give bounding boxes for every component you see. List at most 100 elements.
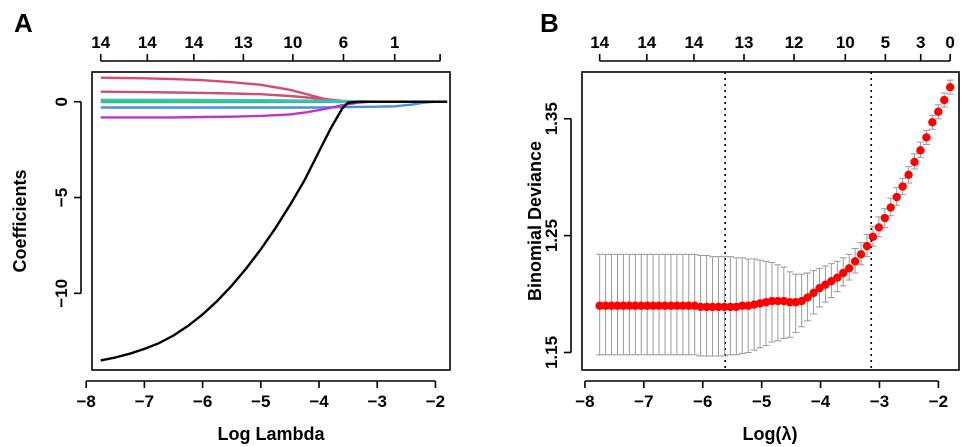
- panel-a-y-title: Coefficients: [10, 169, 30, 272]
- deviance-point: [684, 301, 693, 310]
- deviance-point: [654, 301, 664, 310]
- panel-b-x-axis: −8 −7 −6 −5 −4 −3 −2: [575, 380, 948, 411]
- deviance-point: [833, 273, 842, 282]
- b-y-tick-label: 1.15: [542, 336, 561, 369]
- deviance-point: [916, 146, 925, 155]
- deviance-point: [862, 241, 872, 251]
- deviance-point: [648, 301, 658, 310]
- b-y-tick-label: 1.25: [542, 219, 561, 252]
- deviance-point: [773, 296, 783, 306]
- panel-a-x-axis: −8 −7 −6 −5 −4 −3 −2: [76, 380, 445, 411]
- deviance-point: [678, 301, 688, 310]
- b-x-tick-label: −3: [870, 392, 889, 411]
- a-x-tick-label: −5: [251, 392, 270, 411]
- coefficient-path: [100, 100, 448, 362]
- deviance-point: [702, 302, 711, 312]
- panel-b-points: [595, 82, 955, 312]
- panel-a-coefficient-paths: [100, 76, 448, 362]
- a-x-tick-label: −2: [426, 392, 445, 411]
- deviance-point: [856, 250, 866, 259]
- a-x-tick-label: −8: [76, 392, 95, 411]
- deviance-point: [625, 301, 634, 310]
- deviance-point: [607, 301, 616, 310]
- a-x-tick-label: −3: [368, 392, 387, 411]
- deviance-point: [892, 192, 901, 202]
- deviance-point: [868, 232, 878, 241]
- a-top-tick-label: 14: [91, 33, 110, 52]
- deviance-point: [844, 264, 854, 273]
- deviance-point: [809, 288, 818, 298]
- deviance-point: [922, 133, 931, 142]
- b-x-tick-label: −6: [693, 392, 712, 411]
- deviance-point: [874, 223, 884, 232]
- b-top-tick-label: 13: [735, 33, 754, 52]
- deviance-point: [637, 301, 646, 310]
- b-x-tick-label: −5: [752, 392, 771, 411]
- b-top-tick-label: 10: [836, 33, 855, 52]
- deviance-point: [672, 301, 682, 310]
- panel-a: A −8 −7 −6 −5 −4 −3 −2 −10 −5 0 14 14 14 13 10 6 1 Log…: [10, 8, 451, 444]
- deviance-point: [785, 298, 794, 307]
- deviance-point: [803, 293, 812, 302]
- a-top-tick-label: 14: [138, 33, 157, 52]
- panel-b: B −8 −7 −6 −5 −4 −3 −2 1.15 1.25 1.35 14 14 14 13 12…: [525, 8, 960, 444]
- deviance-point: [738, 301, 747, 310]
- panel-b-reference-lines: [724, 72, 873, 370]
- deviance-point: [631, 301, 640, 310]
- deviance-point: [934, 107, 943, 116]
- b-top-tick-label: 0: [945, 33, 954, 52]
- deviance-point: [595, 301, 604, 310]
- panel-a-frame: [91, 71, 451, 371]
- a-top-tick-label: 14: [184, 33, 203, 52]
- deviance-point: [714, 302, 723, 312]
- b-top-tick-label: 14: [637, 33, 656, 52]
- panel-b-y-title: Binomial Deviance: [525, 141, 545, 301]
- deviance-point: [696, 302, 705, 312]
- deviance-point: [619, 301, 628, 310]
- a-y-tick-label: −5: [52, 188, 71, 207]
- b-top-tick-label: 14: [590, 33, 609, 52]
- a-top-tick-label: 6: [339, 33, 348, 52]
- deviance-point: [940, 95, 949, 105]
- panel-a-x-title: Log Lambda: [218, 424, 326, 444]
- a-x-tick-label: −6: [193, 392, 212, 411]
- b-x-tick-label: −4: [811, 392, 831, 411]
- deviance-point: [850, 257, 860, 266]
- b-top-tick-label: 3: [916, 33, 925, 52]
- b-top-tick-label: 12: [785, 33, 804, 52]
- a-top-tick-label: 13: [234, 33, 253, 52]
- panel-b-letter: B: [540, 8, 559, 38]
- b-x-tick-label: −7: [634, 392, 653, 411]
- deviance-point: [726, 302, 735, 312]
- b-top-tick-label: 5: [881, 33, 890, 52]
- deviance-point: [666, 301, 676, 310]
- a-x-tick-label: −7: [135, 392, 154, 411]
- a-top-tick-label: 1: [390, 33, 399, 52]
- b-x-tick-label: −2: [929, 392, 948, 411]
- panel-b-top-axis: 14 14 14 13 12 10 5 3 0: [590, 33, 955, 62]
- deviance-point: [839, 268, 848, 278]
- deviance-point: [945, 82, 955, 92]
- panel-b-frame: [581, 71, 960, 371]
- coefficient-path: [100, 100, 448, 119]
- panel-a-top-axis: 14 14 14 13 10 6 1: [91, 33, 441, 62]
- deviance-point: [601, 301, 610, 310]
- panel-a-letter: A: [14, 8, 33, 38]
- b-y-tick-label: 1.35: [542, 102, 561, 135]
- b-x-tick-label: −8: [575, 392, 594, 411]
- panel-b-x-title: Log(λ): [743, 424, 798, 444]
- deviance-point: [880, 213, 890, 223]
- deviance-point: [613, 301, 622, 310]
- a-x-tick-label: −4: [309, 392, 329, 411]
- panel-b-error-bars: [596, 79, 954, 357]
- a-y-tick-label: 0: [52, 97, 71, 106]
- panel-b-y-axis: 1.15 1.25 1.35: [542, 102, 572, 369]
- deviance-point: [720, 302, 729, 312]
- deviance-point: [910, 157, 919, 167]
- deviance-point: [886, 203, 895, 212]
- deviance-point: [660, 301, 670, 310]
- deviance-point: [708, 302, 717, 312]
- coefficient-path: [100, 76, 448, 103]
- panel-a-y-axis: −10 −5 0: [52, 97, 82, 308]
